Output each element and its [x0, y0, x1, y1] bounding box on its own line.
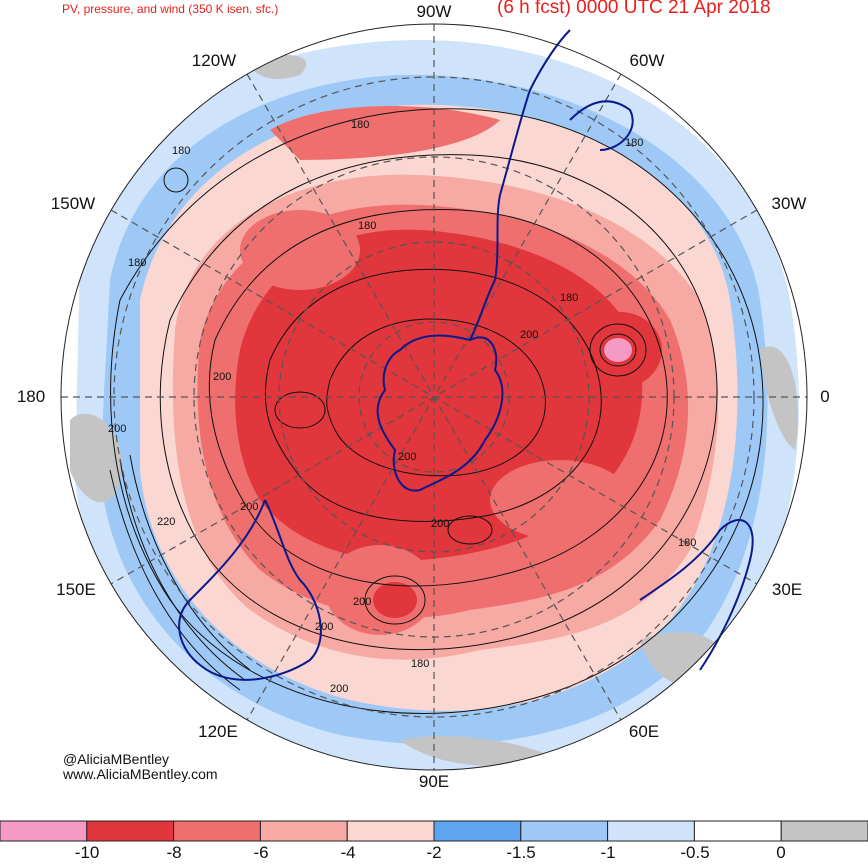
colorbar-cell	[86, 820, 175, 842]
coastlines	[178, 29, 754, 681]
colorbar-cell	[693, 820, 782, 842]
colorbar-cell	[346, 820, 435, 842]
colorbar-cell	[607, 820, 695, 842]
lon-label-150w: 150W	[50, 194, 96, 213]
contour-label: 200	[330, 683, 348, 695]
colorbar-cell	[259, 820, 348, 842]
contour-label: 180	[560, 292, 578, 304]
colorbar-label: -6	[253, 843, 269, 862]
lon-label-120w: 120W	[191, 51, 237, 70]
lon-label-60e: 60E	[628, 722, 660, 741]
contour-label: 200	[431, 518, 449, 530]
contour-label: 200	[398, 451, 416, 463]
contour-label: 200	[213, 371, 231, 383]
colorbar-label: -1	[600, 843, 616, 862]
lon-label-90w: 90W	[416, 2, 452, 21]
contour-label: 180	[411, 658, 429, 670]
contour-label: 180	[351, 119, 369, 131]
lon-label-150e: 150E	[56, 580, 96, 599]
lon-label-180: 180	[16, 387, 46, 406]
lon-label-0: 0	[820, 387, 830, 406]
contour-label: 180	[358, 220, 376, 232]
lon-label-60w: 60W	[629, 51, 665, 70]
colorbar-cell	[780, 820, 868, 842]
contour-label: 220	[157, 516, 175, 528]
lon-label-30w: 30W	[771, 194, 807, 213]
colorbar	[0, 820, 868, 842]
contour-label-group: 180 180 180 180 180 180 200 200 200 200 …	[108, 119, 696, 695]
colorbar-label: -4	[340, 843, 356, 862]
colorbar-cell	[0, 820, 88, 842]
colorbar-cell	[520, 820, 609, 842]
colorbar-cell	[433, 820, 522, 842]
contour-label: 180	[625, 137, 643, 149]
colorbar-label: -1.5	[506, 843, 536, 862]
credit-handle: @AliciaMBentley	[63, 751, 170, 767]
contour-label: 200	[315, 621, 333, 633]
lon-label-30e: 30E	[771, 580, 803, 599]
colorbar-label: -0.5	[680, 843, 710, 862]
map-title-left: PV, pressure, and wind (350 K isen. sfc.…	[62, 2, 279, 16]
colorbar-label: -10	[74, 843, 100, 862]
colorbar-label: -2	[426, 843, 442, 862]
colorbar-label: -8	[166, 843, 182, 862]
credit-website: www.AliciaMBentley.com	[63, 766, 218, 782]
contour-label: 180	[678, 537, 696, 549]
lon-label-120e: 120E	[198, 722, 238, 741]
pressure-contours	[109, 108, 764, 714]
graticule	[61, 24, 807, 770]
contour-label: 180	[172, 145, 190, 157]
colorbar-label: 0	[776, 843, 786, 862]
lon-label-90e: 90E	[418, 772, 450, 791]
contour-label: 200	[353, 596, 371, 608]
map-border	[60, 23, 808, 771]
contour-label: 200	[520, 329, 538, 341]
colorbar-cell	[173, 820, 261, 842]
contour-label: 200	[240, 501, 258, 513]
contour-label: 180	[128, 257, 146, 269]
map-title-right: (6 h fcst) 0000 UTC 21 Apr 2018	[497, 0, 771, 18]
contour-label: 200	[108, 423, 126, 435]
